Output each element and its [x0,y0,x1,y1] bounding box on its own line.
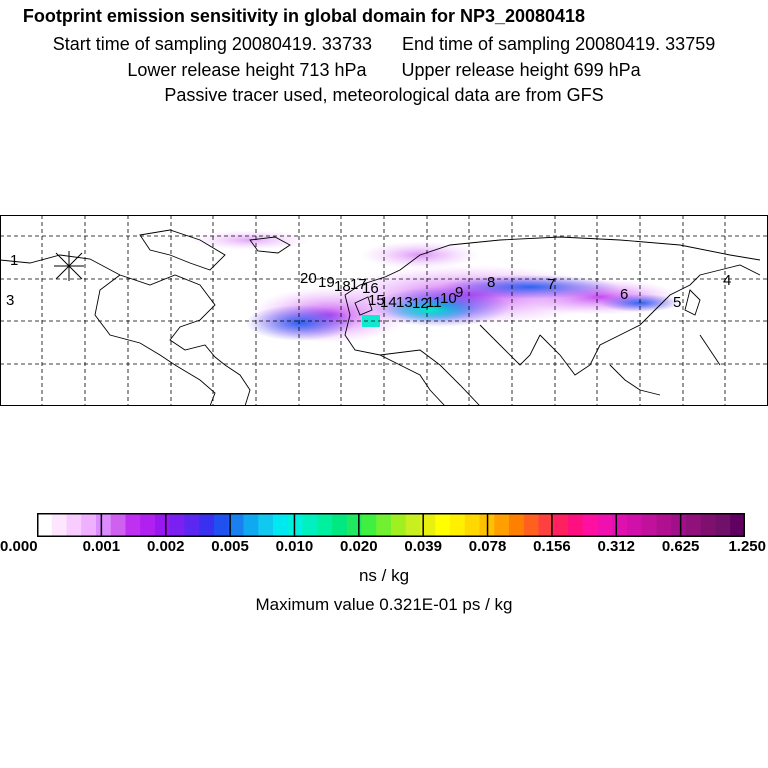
end-time-label: End time of sampling 20080419. 33759 [402,34,716,54]
colorbar-cell [184,513,200,537]
colorbar [37,513,745,537]
colorbar-cell [273,513,289,537]
colorbar-cell [169,513,185,537]
coastlines [0,229,761,406]
colorbar-cell [715,513,731,537]
units-label: ns / kg [358,566,410,585]
colorbar-tick-label: 0.312 [597,538,636,555]
colorbar-cell [523,513,539,537]
colorbar-tick-label: 0.010 [275,538,314,555]
graticule [0,215,768,406]
colorbar-cell [568,513,584,537]
world-map: 1 3 20 19 18 17 16 15 14 13 12 11 10 9 8… [0,215,768,406]
colorbar-cell [361,513,377,537]
traj-label-9: 9 [455,284,463,301]
colorbar-cell [612,513,628,537]
colorbar-cell [214,513,230,537]
traj-label-7: 7 [547,276,555,293]
colorbar-cell [656,513,672,537]
colorbar-cell [686,513,702,537]
colorbar-cell [435,513,451,537]
colorbar-cell [81,513,97,537]
colorbar-cell [110,513,126,537]
colorbar-cell [317,513,333,537]
colorbar-cell [582,513,598,537]
colorbar-tick-label: 0.078 [468,538,507,555]
colorbar-cell [730,513,745,537]
release-height-line: Lower release height 713 hPa Upper relea… [0,60,768,81]
colorbar-cell [553,513,569,537]
colorbar-cell [258,513,274,537]
colorbar-cell [332,513,348,537]
colorbar-cell [627,513,643,537]
colorbar-cell [66,513,82,537]
colorbar-tick-label: 0.625 [661,538,700,555]
traj-label-6: 6 [620,286,628,303]
traj-label-11: 11 [426,294,442,311]
upper-height-label: Upper release height 699 hPa [401,60,641,80]
colorbar-cell [96,513,112,537]
colorbar-cell [155,513,171,537]
traj-label-20: 20 [300,270,317,287]
tracer-note: Passive tracer used, meteorological data… [164,85,604,105]
colorbar-cell [538,513,554,537]
start-time-label: Start time of sampling 20080419. 33733 [52,34,372,54]
traj-label-5: 5 [673,294,681,311]
traj-label-1: 1 [10,252,18,269]
colorbar-cell [597,513,613,537]
lower-height-label: Lower release height 713 hPa [127,60,367,80]
colorbar-cell [494,513,510,537]
colorbar-cell [450,513,466,537]
maximum-value-label: Maximum value 0.321E-01 ps / kg [255,595,513,614]
colorbar-tick-label: 0.039 [404,538,442,555]
colorbar-cell [391,513,407,537]
figure-title: Footprint emission sensitivity in global… [22,6,586,26]
colorbar-cell [243,513,259,537]
traj-label-13: 13 [396,294,413,311]
colorbar-cell [125,513,141,537]
traj-label-12: 12 [412,295,429,312]
traj-label-14: 14 [380,294,397,311]
traj-label-8: 8 [487,274,495,291]
colorbar-tick-label: 0.001 [82,538,121,555]
colorbar-cell [302,513,318,537]
colorbar-cell [464,513,480,537]
traj-label-10: 10 [440,290,457,307]
colorbar-cell [37,513,53,537]
traj-label-18: 18 [334,278,351,295]
traj-label-17: 17 [350,276,367,293]
traj-label-19: 19 [318,274,335,291]
sampling-time-line: Start time of sampling 20080419. 33733 E… [0,34,768,55]
traj-label-15: 15 [368,292,385,309]
traj-label-4: 4 [723,272,731,289]
colorbar-cell [51,513,67,537]
trajectory-labels: 1 3 20 19 18 17 16 15 14 13 12 11 10 9 8… [6,252,731,312]
release-site-marker [54,251,84,281]
colorbar-tick-label: 0.020 [340,538,378,555]
colorbar-cell [376,513,392,537]
colorbar-cell [405,513,421,537]
colorbar-cell [641,513,657,537]
colorbar-tick-label: 0.005 [211,538,249,555]
colorbar-cell [700,513,716,537]
colorbar-cell [509,513,525,537]
colorbar-cell [420,513,436,537]
colorbar-tick-label: 0.002 [146,538,185,555]
traj-label-3: 3 [6,292,14,309]
colorbar-cell [228,513,244,537]
colorbar-tick-label: 0.156 [533,538,571,555]
colorbar-cell [671,513,687,537]
colorbar-cell [140,513,156,537]
colorbar-cell [287,513,303,537]
colorbar-cell [199,513,215,537]
colorbar-cell [346,513,362,537]
traj-label-16: 16 [362,280,379,297]
colorbar-tick-label: 1.250 [728,538,766,555]
colorbar-tick-label: 0.000 [0,538,38,555]
